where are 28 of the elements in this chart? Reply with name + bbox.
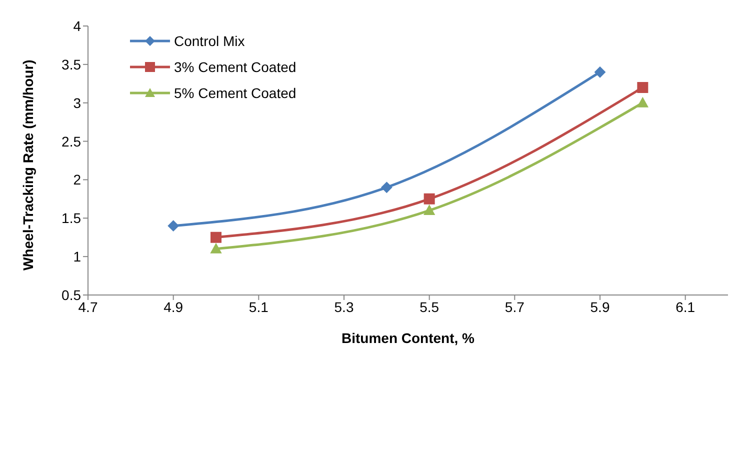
y-tick-label: 3 [73, 94, 82, 111]
x-tick-label: 5.1 [248, 298, 269, 315]
y-axis-title: Wheel-Tracking Rate (mm/hour) [20, 60, 36, 270]
x-tick-label: 5.5 [420, 298, 440, 315]
y-tick-label: 2 [73, 172, 82, 188]
x-tick-label: 5.3 [334, 298, 354, 315]
x-tick-label: 5.9 [590, 298, 610, 315]
y-tick-label: 2.5 [62, 133, 82, 150]
legend-label: 3% Cement Coated [174, 59, 296, 75]
y-tick-label: 4 [73, 18, 82, 34]
point [424, 204, 435, 215]
point [168, 220, 179, 232]
legend-label: Control Mix [174, 33, 245, 49]
point [637, 82, 648, 93]
point [637, 97, 648, 108]
point [424, 193, 435, 204]
x-tick-label: 5.7 [504, 298, 525, 315]
x-axis-title: Bitumen Content, % [342, 330, 476, 346]
x-tick-label: 6.1 [676, 298, 696, 315]
point [210, 243, 222, 254]
y-tick-label: 1 [73, 248, 82, 265]
y-tick-label: 1.5 [62, 210, 82, 226]
point [381, 182, 392, 193]
point [594, 66, 606, 78]
point [210, 232, 222, 243]
legend-label: 5% Cement Coated [174, 85, 296, 101]
x-tick-label: 4.9 [164, 298, 184, 315]
y-tick-label: 3.5 [62, 56, 82, 72]
